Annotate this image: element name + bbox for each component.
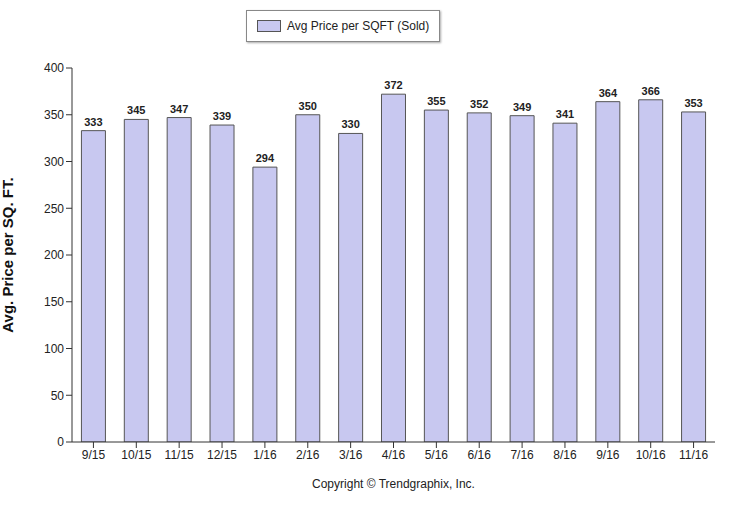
svg-text:372: 372 bbox=[384, 79, 402, 91]
svg-text:355: 355 bbox=[427, 95, 445, 107]
svg-text:366: 366 bbox=[642, 85, 660, 97]
svg-text:347: 347 bbox=[170, 103, 188, 115]
svg-text:350: 350 bbox=[299, 100, 317, 112]
svg-text:341: 341 bbox=[556, 108, 574, 120]
svg-text:12/15: 12/15 bbox=[207, 448, 237, 462]
svg-text:350: 350 bbox=[44, 108, 64, 122]
svg-text:349: 349 bbox=[513, 101, 531, 113]
svg-text:294: 294 bbox=[256, 152, 275, 164]
svg-text:100: 100 bbox=[44, 342, 64, 356]
svg-text:330: 330 bbox=[341, 118, 359, 130]
svg-text:5/16: 5/16 bbox=[425, 448, 449, 462]
svg-text:0: 0 bbox=[57, 435, 64, 449]
html-text:Avg Price per SQFT (Sold): Avg Price per SQFT (Sold) bbox=[287, 19, 430, 33]
svg-text:Copyright © Trendgraphix, Inc.: Copyright © Trendgraphix, Inc. bbox=[312, 477, 475, 491]
svg-text:6/16: 6/16 bbox=[468, 448, 492, 462]
svg-text:9/16: 9/16 bbox=[596, 448, 620, 462]
svg-text:364: 364 bbox=[599, 87, 618, 99]
svg-text:4/16: 4/16 bbox=[382, 448, 406, 462]
svg-text:2/16: 2/16 bbox=[296, 448, 320, 462]
svg-text:300: 300 bbox=[44, 155, 64, 169]
svg-text:1/16: 1/16 bbox=[253, 448, 277, 462]
svg-text:345: 345 bbox=[127, 104, 145, 116]
svg-text:353: 353 bbox=[684, 97, 702, 109]
svg-text:9/15: 9/15 bbox=[82, 448, 106, 462]
svg-text:8/16: 8/16 bbox=[553, 448, 577, 462]
svg-text:11/16: 11/16 bbox=[679, 448, 708, 462]
svg-text:11/15: 11/15 bbox=[165, 448, 194, 462]
svg-text:333: 333 bbox=[84, 116, 102, 128]
svg-text:400: 400 bbox=[44, 61, 64, 75]
svg-text:Avg. Price per SQ. FT.: Avg. Price per SQ. FT. bbox=[8, 177, 16, 332]
svg-text:352: 352 bbox=[470, 98, 488, 110]
svg-text:10/15: 10/15 bbox=[121, 448, 151, 462]
svg-text:7/16: 7/16 bbox=[510, 448, 534, 462]
svg-text:3/16: 3/16 bbox=[339, 448, 363, 462]
svg-text:50: 50 bbox=[51, 389, 65, 403]
svg-text:339: 339 bbox=[213, 110, 231, 122]
svg-text:250: 250 bbox=[44, 202, 64, 216]
svg-text:10/16: 10/16 bbox=[636, 448, 666, 462]
svg-text:200: 200 bbox=[44, 248, 64, 262]
svg-text:150: 150 bbox=[44, 295, 64, 309]
